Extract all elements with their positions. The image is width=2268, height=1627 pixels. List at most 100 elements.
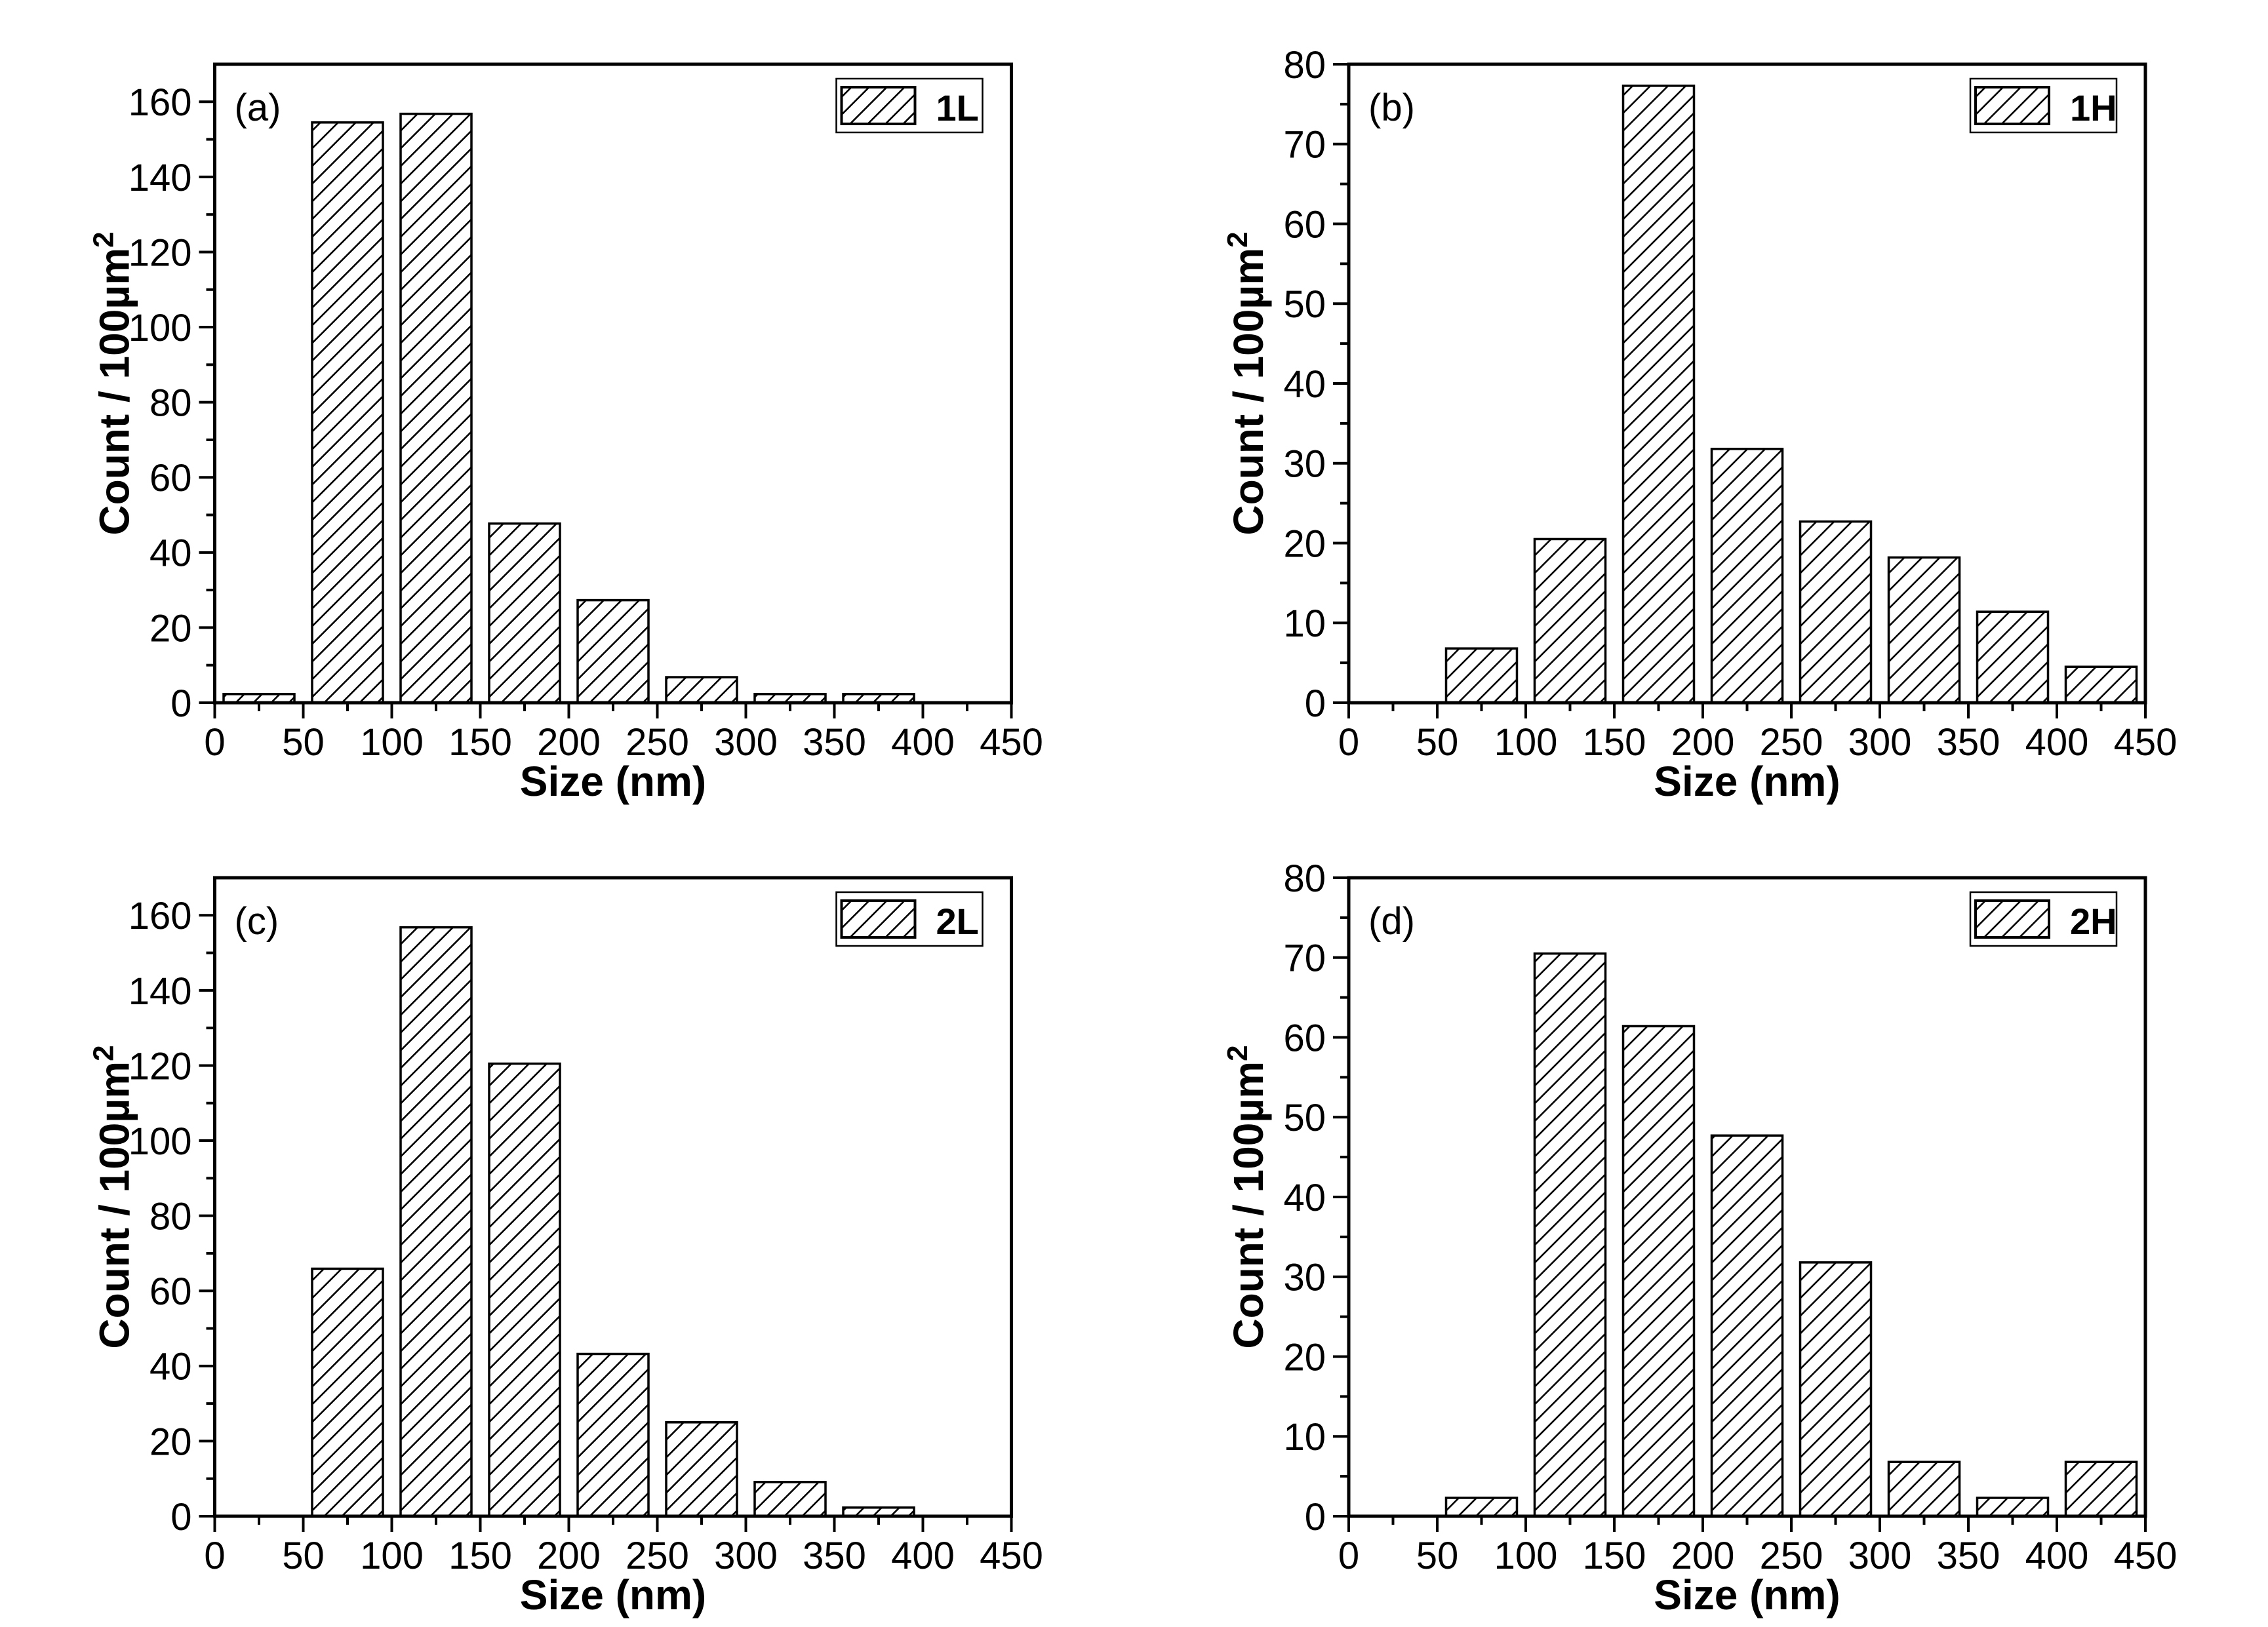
y-axis-title-main: Count / 100µm — [91, 1061, 138, 1349]
x-tick-label: 0 — [204, 721, 225, 764]
y-tick-label: 160 — [129, 895, 192, 937]
y-tick-label: 10 — [1283, 602, 1326, 645]
x-tick-label: 250 — [1760, 1535, 1823, 1577]
y-axis-title: Count / 100µm2 — [1222, 1045, 1272, 1348]
y-tick-label: 0 — [170, 682, 191, 725]
x-tick-label: 350 — [1937, 1535, 2000, 1577]
x-tick-label: 0 — [1338, 1535, 1359, 1577]
x-tick-label: 200 — [537, 721, 601, 764]
x-tick-label: 300 — [1848, 721, 1912, 764]
panel-letter: (c) — [235, 900, 279, 943]
y-tick-label: 160 — [129, 81, 192, 124]
histogram-svg: 0 50 100 150 200 250 300 350 400 450 0 10 20 30 40 50 60… — [1222, 857, 2177, 1618]
histogram-bar — [488, 522, 561, 704]
x-tick-label: 50 — [1416, 1535, 1459, 1577]
histogram-svg: 0 50 100 150 200 250 300 350 400 450 0 20 40 60 80 100 1… — [88, 876, 1043, 1618]
x-tick-label: 350 — [1937, 721, 2000, 764]
x-tick-label: 250 — [626, 1535, 689, 1577]
y-tick-label: 20 — [1283, 522, 1326, 565]
y-axis-title-sup: 2 — [1222, 231, 1254, 247]
y-axis-title: Count / 100µm2 — [88, 1045, 138, 1348]
x-tick-label: 0 — [204, 1535, 225, 1577]
y-axis-title-sup: 2 — [88, 1045, 120, 1061]
y-tick-label: 50 — [1283, 1097, 1326, 1139]
y-axis-title-main: Count / 100µm — [1225, 248, 1272, 536]
x-tick-label: 250 — [1760, 721, 1823, 764]
x-tick-label: 350 — [803, 721, 866, 764]
x-axis-title: Size (nm) — [520, 758, 706, 805]
x-axis-title: Size (nm) — [520, 1571, 706, 1618]
y-tick-label: 40 — [1283, 1177, 1326, 1219]
y-tick-label: 60 — [1283, 203, 1326, 246]
y-tick-label: 60 — [149, 1270, 192, 1313]
y-tick-label: 40 — [1283, 363, 1326, 406]
y-tick-label: 40 — [149, 1346, 192, 1388]
y-tick-label: 30 — [1283, 443, 1326, 486]
histogram-bar — [576, 598, 650, 704]
panel-letter: (d) — [1368, 900, 1415, 943]
legend: 1L — [835, 77, 984, 134]
legend-swatch — [1974, 86, 2050, 125]
x-tick-label: 0 — [1338, 721, 1359, 764]
y-tick-label: 0 — [1305, 1496, 1326, 1539]
x-tick-label: 250 — [626, 721, 689, 764]
legend-label: 2H — [2070, 901, 2117, 942]
legend-swatch — [840, 86, 917, 125]
histogram-bar — [665, 1421, 738, 1518]
histogram-svg: 0 50 100 150 200 250 300 350 400 450 0 20 40 60 80 100 1… — [88, 62, 1043, 805]
x-tick-label: 100 — [1494, 721, 1558, 764]
x-tick-label: 100 — [360, 721, 424, 764]
histogram-bar — [1533, 952, 1607, 1518]
x-tick-label: 150 — [448, 1535, 512, 1577]
x-tick-label: 450 — [2114, 721, 2178, 764]
y-tick-label: 0 — [1305, 682, 1326, 725]
x-tick-label: 300 — [714, 1535, 778, 1577]
histogram-bar — [1799, 520, 1873, 704]
legend-label: 2L — [936, 901, 979, 942]
x-tick-label: 100 — [1494, 1535, 1558, 1577]
histogram-bar — [1621, 1025, 1696, 1518]
legend: 2H — [1969, 891, 2118, 947]
panel-letter: (b) — [1368, 87, 1415, 129]
histogram-bar — [399, 926, 473, 1518]
y-axis-title-main: Count / 100µm — [1225, 1061, 1272, 1349]
y-axis-title: Count / 100µm2 — [88, 231, 138, 535]
y-tick-label: 20 — [149, 1421, 192, 1463]
x-tick-label: 100 — [360, 1535, 424, 1577]
x-tick-label: 350 — [803, 1535, 866, 1577]
histogram-bar — [1444, 1497, 1519, 1518]
y-tick-label: 40 — [149, 532, 192, 575]
y-tick-label: 80 — [149, 1196, 192, 1238]
histogram-bar — [1710, 1134, 1784, 1518]
y-tick-label: 120 — [129, 1045, 192, 1088]
x-tick-label: 200 — [1671, 721, 1735, 764]
histogram-bar — [311, 121, 384, 704]
x-tick-label: 450 — [980, 1535, 1043, 1577]
y-tick-label: 120 — [129, 231, 192, 274]
histogram-bar — [1444, 647, 1519, 704]
histogram-bar — [576, 1352, 650, 1518]
y-axis-title-sup: 2 — [88, 231, 120, 247]
y-tick-label: 70 — [1283, 937, 1326, 980]
y-tick-label: 100 — [129, 307, 192, 349]
panel-d: 0 50 100 150 200 250 300 350 400 450 0 10 20 30 40 50 60… — [1134, 814, 2268, 1627]
x-tick-label: 50 — [1416, 721, 1459, 764]
x-tick-label: 450 — [980, 721, 1043, 764]
legend: 1H — [1969, 77, 2118, 134]
y-tick-label: 80 — [1283, 857, 1326, 900]
x-tick-label: 200 — [1671, 1535, 1735, 1577]
y-axis-title-sup: 2 — [1222, 1045, 1254, 1061]
histogram-bar — [1533, 538, 1607, 704]
panel-b: 0 50 100 150 200 250 300 350 400 450 0 10 20 30 40 50 60… — [1134, 0, 2268, 814]
x-tick-label: 300 — [1848, 1535, 1912, 1577]
legend-swatch — [840, 899, 917, 939]
x-axis-title: Size (nm) — [1654, 1571, 1840, 1618]
x-tick-label: 400 — [891, 721, 955, 764]
histogram-bar — [753, 1481, 827, 1518]
x-tick-label: 150 — [1583, 1535, 1646, 1577]
y-tick-label: 80 — [149, 382, 192, 425]
histogram-bar — [1976, 610, 2050, 704]
histogram-bar — [1621, 85, 1696, 704]
histogram-bar — [1887, 556, 1961, 704]
y-tick-label: 0 — [170, 1496, 191, 1539]
